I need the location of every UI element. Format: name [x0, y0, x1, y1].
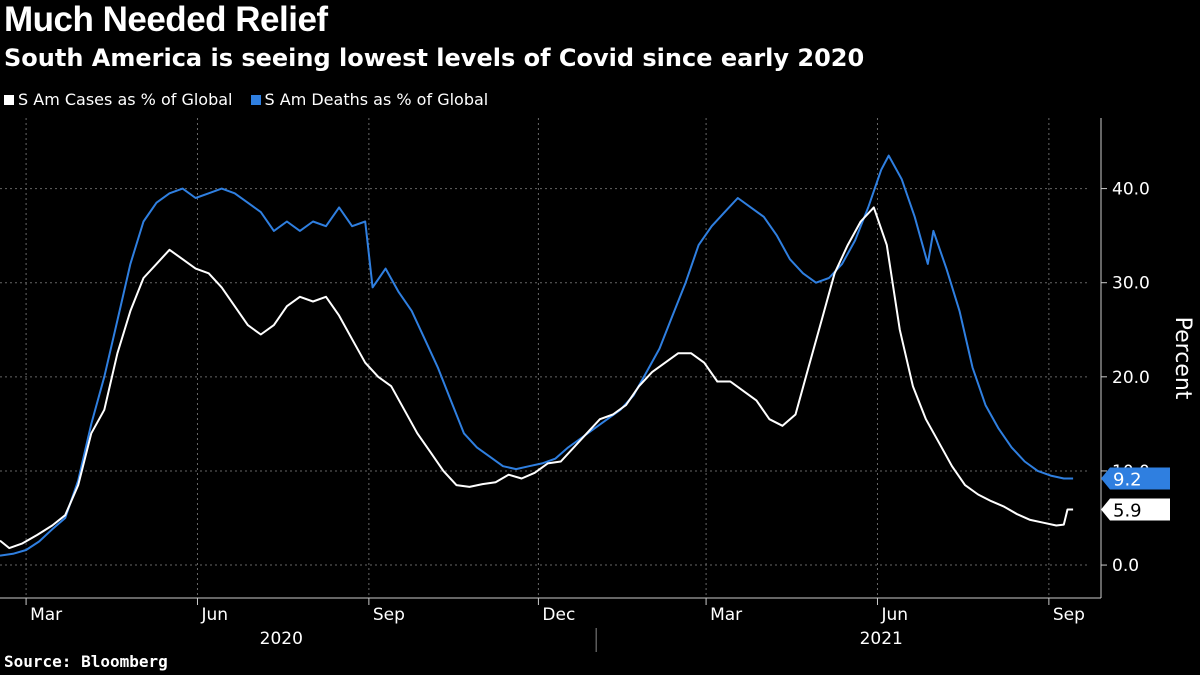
x-tick-label: Sep [1053, 605, 1085, 625]
x-tick-label: Dec [542, 605, 575, 625]
year-label: 2020 [260, 629, 303, 649]
y-tick-label: 20.0 [1112, 368, 1150, 388]
x-tick-label: Mar [710, 605, 742, 625]
end-tag-cases: 5.9 [1101, 498, 1170, 522]
source-note: Source: Bloomberg [4, 652, 168, 671]
legend-swatch-deaths [250, 94, 261, 105]
series-line-cases [0, 206, 1074, 550]
y-tick-label: 0.0 [1112, 556, 1139, 576]
x-tick-label: Jun [880, 605, 908, 625]
y-axis-title: Percent [1170, 317, 1195, 400]
x-tick-label: Jun [200, 605, 228, 625]
chart-subtitle: South America is seeing lowest levels of… [4, 44, 865, 72]
legend-item-cases: S Am Cases as % of Global [4, 90, 233, 109]
year-label: 2021 [860, 629, 903, 649]
chart-title: Much Needed Relief [4, 0, 328, 39]
y-tick-label: 40.0 [1112, 180, 1150, 200]
legend: S Am Cases as % of Global S Am Deaths as… [4, 90, 488, 109]
series-line-deaths [0, 154, 1074, 557]
legend-label-cases: S Am Cases as % of Global [18, 90, 233, 109]
end-tag-shape [1101, 498, 1170, 521]
legend-swatch-cases [4, 94, 14, 105]
legend-label-deaths: S Am Deaths as % of Global [264, 90, 489, 109]
end-tag-deaths: 9.2 [1101, 467, 1170, 490]
end-tag-shape [1101, 467, 1170, 490]
x-tick-label: Mar [30, 605, 62, 625]
y-tick-label: 30.0 [1112, 274, 1150, 294]
x-tick-label: Sep [373, 605, 405, 625]
legend-item-deaths: S Am Deaths as % of Global [250, 90, 489, 109]
end-tag-label: 5.9 [1113, 501, 1142, 522]
end-tag-label: 9.2 [1113, 469, 1142, 490]
